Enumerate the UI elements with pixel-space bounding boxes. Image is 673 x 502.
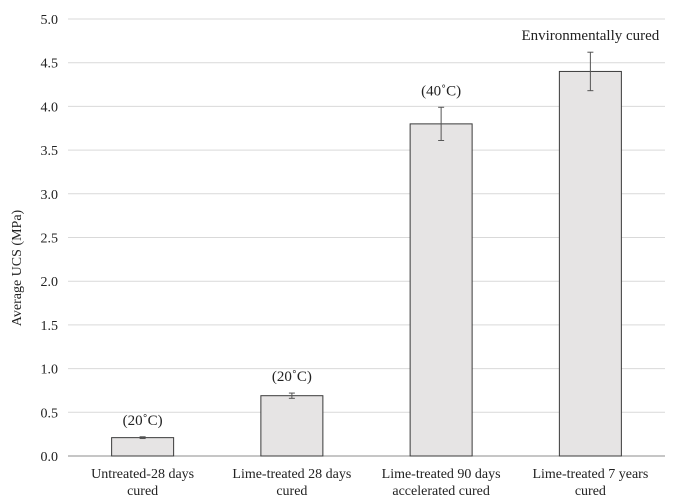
bar-annotation: (40˚C) bbox=[421, 83, 461, 99]
x-tick-label: accelerated cured bbox=[392, 484, 490, 497]
bar bbox=[111, 437, 175, 457]
x-tick-label: cured bbox=[127, 484, 158, 497]
y-tick-label: 2.0 bbox=[41, 275, 59, 290]
y-tick-label: 0.5 bbox=[41, 406, 59, 421]
x-tick-label: Untreated-28 days bbox=[91, 467, 194, 482]
bar bbox=[260, 395, 324, 457]
labels: 0.0 0.5 1.0 1.5 2.0 2.5 3.0 3.5 4.0 4.5 5.0 (20˚C) U… bbox=[41, 13, 660, 499]
x-tick-label: Lime-treated 90 days bbox=[382, 467, 501, 482]
bar-annotation: Environmentally cured bbox=[521, 28, 659, 44]
x-tick-label: Lime-treated 28 days bbox=[232, 467, 351, 482]
x-tick-label: cured bbox=[575, 484, 606, 497]
y-tick-label: 0.0 bbox=[41, 450, 59, 465]
y-tick-label: 4.5 bbox=[41, 57, 59, 72]
bar bbox=[409, 123, 473, 457]
bar-annotation: (20˚C) bbox=[123, 413, 163, 429]
x-tick-label: Lime-treated 7 years bbox=[532, 467, 648, 482]
y-tick-label: 3.5 bbox=[41, 144, 59, 159]
bar-annotation: (20˚C) bbox=[272, 369, 312, 385]
y-tick-label: 3.0 bbox=[41, 188, 59, 203]
gridlines bbox=[68, 18, 665, 413]
x-tick-label: cured bbox=[276, 484, 307, 497]
y-axis-label: Average UCS (MPa) bbox=[10, 209, 25, 326]
y-tick-label: 5.0 bbox=[41, 13, 59, 28]
y-tick-label: 2.5 bbox=[41, 232, 59, 247]
y-tick-label: 1.5 bbox=[41, 319, 59, 334]
y-tick-label: 1.0 bbox=[41, 363, 59, 378]
bars bbox=[111, 51, 622, 457]
bar bbox=[558, 70, 622, 457]
y-tick-label: 4.0 bbox=[41, 100, 59, 115]
